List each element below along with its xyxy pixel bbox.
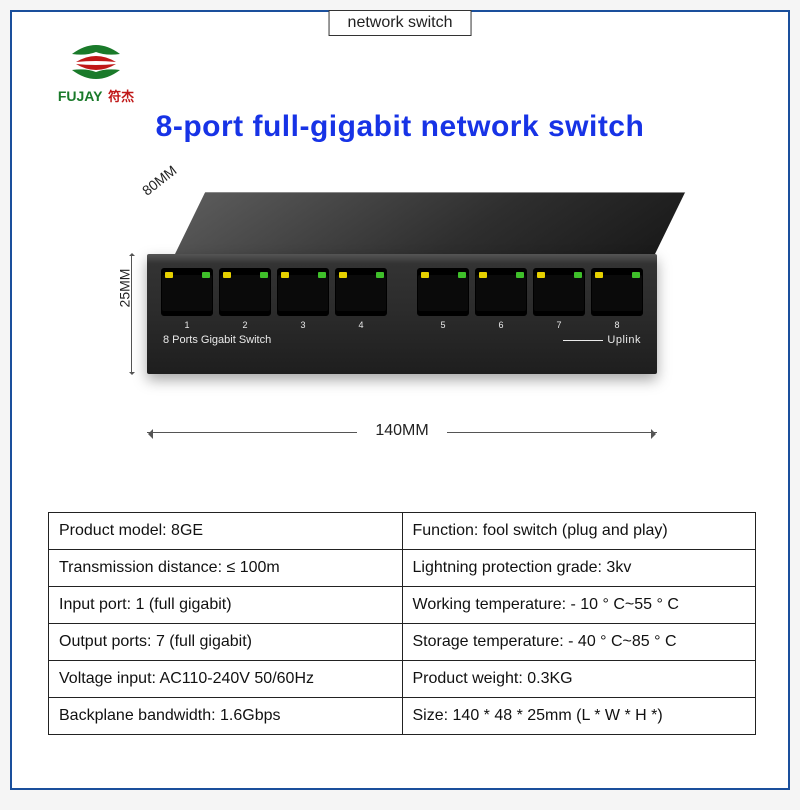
brand-latin: FUJAY <box>58 88 102 104</box>
spec-cell: Product model: 8GE <box>49 513 403 550</box>
port-group-right <box>417 268 643 316</box>
spec-cell: Backplane bandwidth: 1.6Gbps <box>49 698 403 735</box>
logo-mark-icon <box>66 40 126 84</box>
port-number: 5 <box>417 320 469 330</box>
page-title: 8-port full-gigabit network switch <box>12 110 788 144</box>
port-number: 1 <box>161 320 213 330</box>
ethernet-port <box>277 268 329 316</box>
table-row: Backplane bandwidth: 1.6Gbps Size: 140 *… <box>49 698 756 735</box>
switch-device: 1 2 3 4 5 6 7 8 8 Ports Gigabit Switch U… <box>147 192 657 374</box>
device-model-text: 8 Ports Gigabit Switch <box>163 334 271 346</box>
port-number: 6 <box>475 320 527 330</box>
ethernet-port <box>417 268 469 316</box>
ethernet-port <box>591 268 643 316</box>
ethernet-port <box>335 268 387 316</box>
port-number: 3 <box>277 320 329 330</box>
port-number: 8 <box>591 320 643 330</box>
ports-row <box>161 268 643 316</box>
product-sheet: network switch FUJAY 符杰 8-port full-giga… <box>10 10 790 790</box>
arrow-left-icon <box>143 429 153 439</box>
port-group-left <box>161 268 387 316</box>
spec-cell: Storage temperature: - 40 ° C~85 ° C <box>402 624 756 661</box>
switch-top-face <box>175 192 685 254</box>
port-number: 2 <box>219 320 271 330</box>
ethernet-port <box>219 268 271 316</box>
spec-cell: Input port: 1 (full gigabit) <box>49 587 403 624</box>
ethernet-port <box>161 268 213 316</box>
spec-cell: Voltage input: AC110-240V 50/60Hz <box>49 661 403 698</box>
spec-cell: Function: fool switch (plug and play) <box>402 513 756 550</box>
ethernet-port <box>533 268 585 316</box>
spec-cell: Lightning protection grade: 3kv <box>402 550 756 587</box>
port-number: 4 <box>335 320 387 330</box>
spec-table-body: Product model: 8GE Function: fool switch… <box>49 513 756 735</box>
table-row: Output ports: 7 (full gigabit) Storage t… <box>49 624 756 661</box>
spec-table: Product model: 8GE Function: fool switch… <box>48 512 756 735</box>
dimension-width-label: 140MM <box>147 422 657 440</box>
logo-text: FUJAY 符杰 <box>36 86 156 105</box>
table-row: Transmission distance: ≤ 100m Lightning … <box>49 550 756 587</box>
spec-cell: Product weight: 0.3KG <box>402 661 756 698</box>
uplink-label: Uplink <box>563 334 641 346</box>
spec-cell: Working temperature: - 10 ° C~55 ° C <box>402 587 756 624</box>
product-illustration: 80MM 25MM <box>147 192 657 452</box>
spec-cell: Output ports: 7 (full gigabit) <box>49 624 403 661</box>
port-number: 7 <box>533 320 585 330</box>
brand-cn: 符杰 <box>108 89 134 104</box>
table-row: Voltage input: AC110-240V 50/60Hz Produc… <box>49 661 756 698</box>
table-row: Input port: 1 (full gigabit) Working tem… <box>49 587 756 624</box>
brand-logo: FUJAY 符杰 <box>36 40 156 105</box>
port-number-row: 1 2 3 4 5 6 7 8 <box>161 320 643 330</box>
dimension-height-bar <box>131 254 132 374</box>
spec-cell: Transmission distance: ≤ 100m <box>49 550 403 587</box>
arrow-right-icon <box>651 429 661 439</box>
switch-front-face: 1 2 3 4 5 6 7 8 8 Ports Gigabit Switch U… <box>147 254 657 374</box>
spec-cell: Size: 140 * 48 * 25mm (L * W * H *) <box>402 698 756 735</box>
table-row: Product model: 8GE Function: fool switch… <box>49 513 756 550</box>
device-label-row: 8 Ports Gigabit Switch Uplink <box>161 334 643 346</box>
ethernet-port <box>475 268 527 316</box>
category-badge: network switch <box>329 10 472 36</box>
